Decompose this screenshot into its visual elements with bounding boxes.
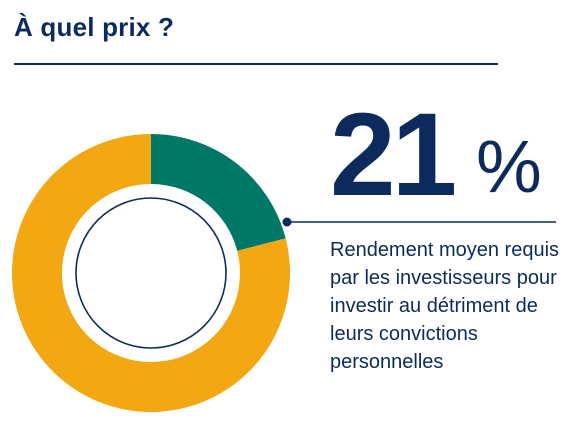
donut-inner-ring xyxy=(75,197,227,349)
highlight-value: 21 xyxy=(330,89,457,221)
title-divider xyxy=(14,63,498,65)
highlight-description: Rendement moyen requis par les investiss… xyxy=(330,239,560,373)
donut-slice-1 xyxy=(12,134,291,412)
highlight-unit: % xyxy=(476,125,542,208)
callout-pointer-dot xyxy=(282,217,292,227)
donut-slices xyxy=(12,134,291,412)
donut-slice-0 xyxy=(151,134,286,251)
page-title: À quel prix ? xyxy=(14,12,175,42)
